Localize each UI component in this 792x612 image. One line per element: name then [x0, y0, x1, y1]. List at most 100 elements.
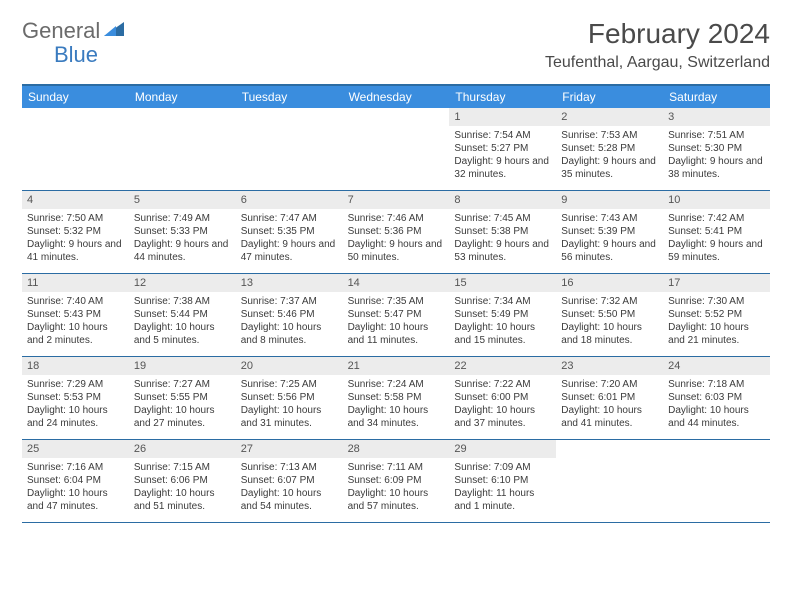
sunset-text: Sunset: 5:39 PM [561, 225, 658, 238]
day-details: Sunrise: 7:51 AMSunset: 5:30 PMDaylight:… [663, 126, 770, 185]
day-number: 14 [343, 274, 450, 292]
title-block: February 2024 Teufenthal, Aargau, Switze… [545, 18, 770, 72]
day-cell: 28Sunrise: 7:11 AMSunset: 6:09 PMDayligh… [343, 440, 450, 522]
sunset-text: Sunset: 6:09 PM [348, 474, 445, 487]
daylight-text: Daylight: 10 hours and 27 minutes. [134, 404, 231, 430]
day-number: 4 [22, 191, 129, 209]
day-number: 13 [236, 274, 343, 292]
sunrise-text: Sunrise: 7:38 AM [134, 295, 231, 308]
sunset-text: Sunset: 5:35 PM [241, 225, 338, 238]
daylight-text: Daylight: 9 hours and 41 minutes. [27, 238, 124, 264]
sunset-text: Sunset: 5:50 PM [561, 308, 658, 321]
day-cell [129, 108, 236, 190]
daylight-text: Daylight: 10 hours and 15 minutes. [454, 321, 551, 347]
sunrise-text: Sunrise: 7:16 AM [27, 461, 124, 474]
page-header: General February 2024 Teufenthal, Aargau… [22, 18, 770, 72]
week-row: 18Sunrise: 7:29 AMSunset: 5:53 PMDayligh… [22, 357, 770, 440]
daylight-text: Daylight: 10 hours and 34 minutes. [348, 404, 445, 430]
sunrise-text: Sunrise: 7:15 AM [134, 461, 231, 474]
day-cell: 21Sunrise: 7:24 AMSunset: 5:58 PMDayligh… [343, 357, 450, 439]
week-row: 11Sunrise: 7:40 AMSunset: 5:43 PMDayligh… [22, 274, 770, 357]
sunrise-text: Sunrise: 7:20 AM [561, 378, 658, 391]
sunrise-text: Sunrise: 7:51 AM [668, 129, 765, 142]
day-header-tuesday: Tuesday [236, 86, 343, 108]
day-details: Sunrise: 7:34 AMSunset: 5:49 PMDaylight:… [449, 292, 556, 351]
day-cell: 27Sunrise: 7:13 AMSunset: 6:07 PMDayligh… [236, 440, 343, 522]
sunset-text: Sunset: 5:38 PM [454, 225, 551, 238]
daylight-text: Daylight: 9 hours and 32 minutes. [454, 155, 551, 181]
day-details: Sunrise: 7:25 AMSunset: 5:56 PMDaylight:… [236, 375, 343, 434]
sunrise-text: Sunrise: 7:49 AM [134, 212, 231, 225]
day-cell: 5Sunrise: 7:49 AMSunset: 5:33 PMDaylight… [129, 191, 236, 273]
day-number: 24 [663, 357, 770, 375]
day-number [129, 108, 236, 112]
day-number: 1 [449, 108, 556, 126]
day-number: 18 [22, 357, 129, 375]
day-cell: 20Sunrise: 7:25 AMSunset: 5:56 PMDayligh… [236, 357, 343, 439]
sunrise-text: Sunrise: 7:50 AM [27, 212, 124, 225]
day-number: 16 [556, 274, 663, 292]
day-number: 23 [556, 357, 663, 375]
day-details: Sunrise: 7:29 AMSunset: 5:53 PMDaylight:… [22, 375, 129, 434]
month-title: February 2024 [545, 18, 770, 50]
day-details: Sunrise: 7:13 AMSunset: 6:07 PMDaylight:… [236, 458, 343, 517]
calendar-table: SundayMondayTuesdayWednesdayThursdayFrid… [22, 84, 770, 523]
day-header-monday: Monday [129, 86, 236, 108]
day-number: 3 [663, 108, 770, 126]
day-number: 11 [22, 274, 129, 292]
day-cell: 3Sunrise: 7:51 AMSunset: 5:30 PMDaylight… [663, 108, 770, 190]
sunset-text: Sunset: 6:10 PM [454, 474, 551, 487]
day-cell: 16Sunrise: 7:32 AMSunset: 5:50 PMDayligh… [556, 274, 663, 356]
day-cell: 9Sunrise: 7:43 AMSunset: 5:39 PMDaylight… [556, 191, 663, 273]
day-details: Sunrise: 7:43 AMSunset: 5:39 PMDaylight:… [556, 209, 663, 268]
day-cell: 15Sunrise: 7:34 AMSunset: 5:49 PMDayligh… [449, 274, 556, 356]
day-details: Sunrise: 7:09 AMSunset: 6:10 PMDaylight:… [449, 458, 556, 517]
day-details: Sunrise: 7:27 AMSunset: 5:55 PMDaylight:… [129, 375, 236, 434]
logo-text-general: General [22, 18, 100, 44]
day-number: 28 [343, 440, 450, 458]
sunrise-text: Sunrise: 7:45 AM [454, 212, 551, 225]
day-header-sunday: Sunday [22, 86, 129, 108]
day-number [236, 108, 343, 112]
day-details: Sunrise: 7:15 AMSunset: 6:06 PMDaylight:… [129, 458, 236, 517]
day-number: 15 [449, 274, 556, 292]
day-details: Sunrise: 7:50 AMSunset: 5:32 PMDaylight:… [22, 209, 129, 268]
sunset-text: Sunset: 5:56 PM [241, 391, 338, 404]
daylight-text: Daylight: 10 hours and 8 minutes. [241, 321, 338, 347]
daylight-text: Daylight: 9 hours and 35 minutes. [561, 155, 658, 181]
daylight-text: Daylight: 10 hours and 5 minutes. [134, 321, 231, 347]
day-cell: 7Sunrise: 7:46 AMSunset: 5:36 PMDaylight… [343, 191, 450, 273]
day-cell: 6Sunrise: 7:47 AMSunset: 5:35 PMDaylight… [236, 191, 343, 273]
daylight-text: Daylight: 9 hours and 56 minutes. [561, 238, 658, 264]
daylight-text: Daylight: 10 hours and 2 minutes. [27, 321, 124, 347]
day-number: 8 [449, 191, 556, 209]
sunrise-text: Sunrise: 7:09 AM [454, 461, 551, 474]
sunrise-text: Sunrise: 7:24 AM [348, 378, 445, 391]
sunset-text: Sunset: 5:36 PM [348, 225, 445, 238]
sunset-text: Sunset: 5:55 PM [134, 391, 231, 404]
day-details: Sunrise: 7:11 AMSunset: 6:09 PMDaylight:… [343, 458, 450, 517]
day-cell: 23Sunrise: 7:20 AMSunset: 6:01 PMDayligh… [556, 357, 663, 439]
daylight-text: Daylight: 9 hours and 53 minutes. [454, 238, 551, 264]
day-details: Sunrise: 7:30 AMSunset: 5:52 PMDaylight:… [663, 292, 770, 351]
day-details: Sunrise: 7:16 AMSunset: 6:04 PMDaylight:… [22, 458, 129, 517]
sunset-text: Sunset: 6:00 PM [454, 391, 551, 404]
day-number: 22 [449, 357, 556, 375]
day-cell: 11Sunrise: 7:40 AMSunset: 5:43 PMDayligh… [22, 274, 129, 356]
day-number: 20 [236, 357, 343, 375]
daylight-text: Daylight: 9 hours and 44 minutes. [134, 238, 231, 264]
sunrise-text: Sunrise: 7:29 AM [27, 378, 124, 391]
day-number: 19 [129, 357, 236, 375]
day-details: Sunrise: 7:49 AMSunset: 5:33 PMDaylight:… [129, 209, 236, 268]
day-details: Sunrise: 7:35 AMSunset: 5:47 PMDaylight:… [343, 292, 450, 351]
day-cell [663, 440, 770, 522]
day-details: Sunrise: 7:20 AMSunset: 6:01 PMDaylight:… [556, 375, 663, 434]
sunrise-text: Sunrise: 7:25 AM [241, 378, 338, 391]
day-header-thursday: Thursday [449, 86, 556, 108]
day-cell: 12Sunrise: 7:38 AMSunset: 5:44 PMDayligh… [129, 274, 236, 356]
sunrise-text: Sunrise: 7:27 AM [134, 378, 231, 391]
sunset-text: Sunset: 5:27 PM [454, 142, 551, 155]
day-number: 27 [236, 440, 343, 458]
sunset-text: Sunset: 5:43 PM [27, 308, 124, 321]
day-number [556, 440, 663, 444]
